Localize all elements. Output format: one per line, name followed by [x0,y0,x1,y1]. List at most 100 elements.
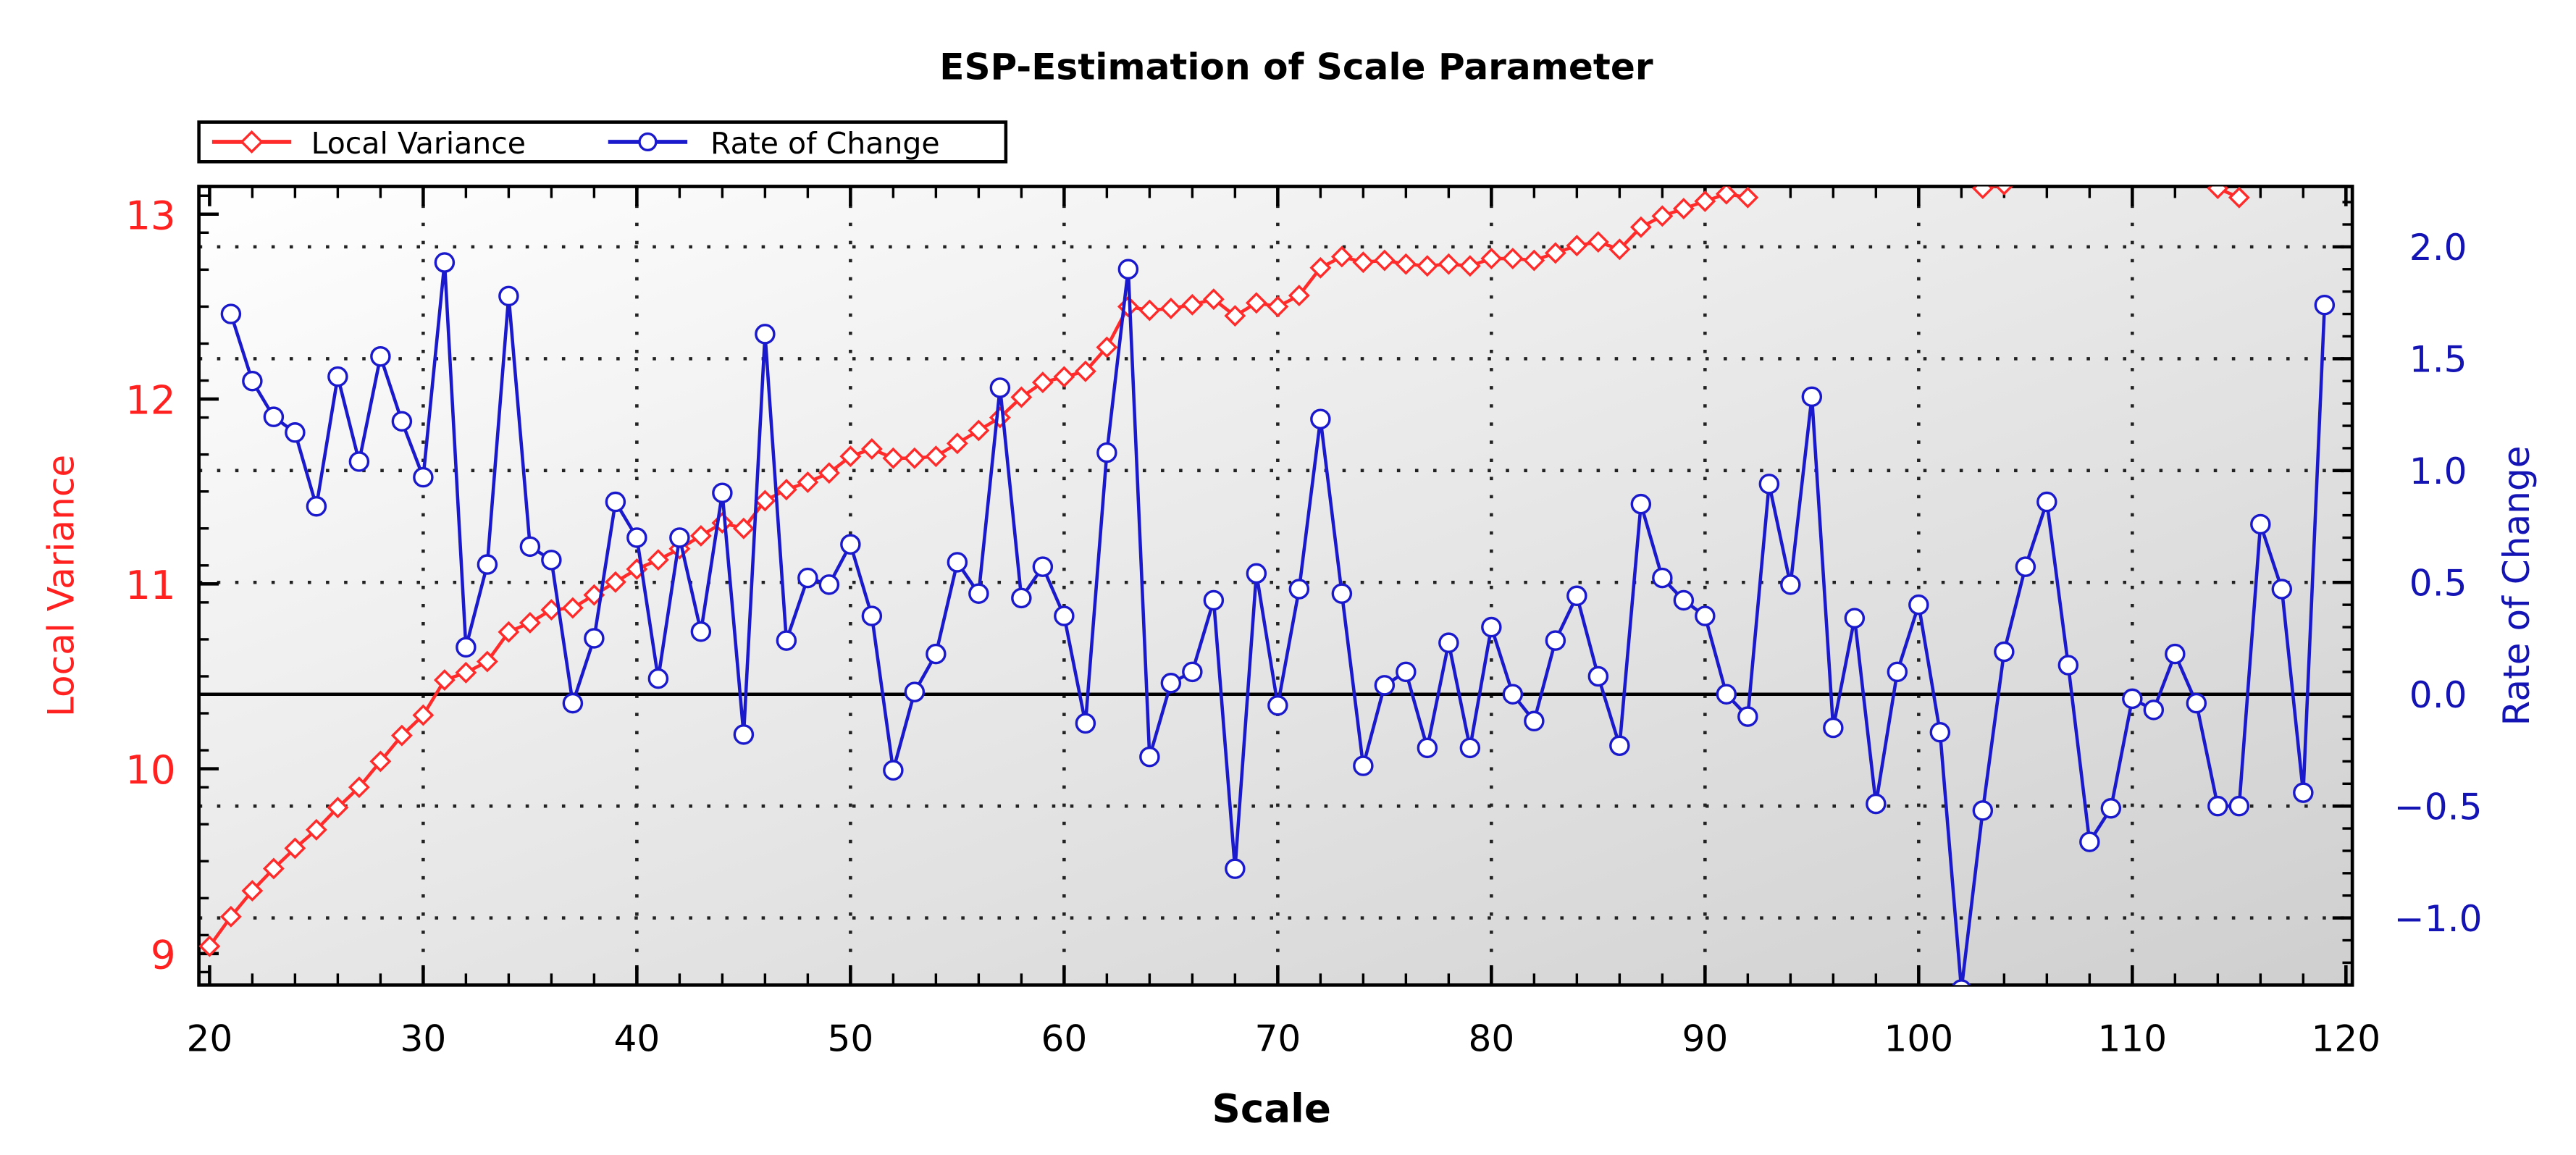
data-point-local-variance [1031,371,1054,394]
plot-frame [197,185,2354,987]
data-point-rate-of-change [883,760,904,781]
data-point-local-variance [797,471,819,493]
left-tick-label: 9 [151,931,176,978]
data-point-local-variance [1523,249,1545,272]
data-point-rate-of-change [519,536,541,558]
data-point-local-variance [1309,256,1332,279]
data-point-rate-of-change [1652,567,1673,589]
data-point-rate-of-change [1502,684,1524,705]
data-point-local-variance [476,650,498,673]
data-point-local-variance [775,479,797,501]
data-point-local-variance [689,525,712,547]
right-tick-label: 2.0 [2409,226,2467,269]
data-point-rate-of-change [1908,594,1929,616]
legend: Local Variance Rate of Change [197,120,1008,164]
data-point-local-variance [1694,190,1716,212]
left-tick-label: 11 [125,562,176,608]
data-point-rate-of-change [1566,585,1587,607]
data-point-rate-of-change [242,370,263,392]
data-point-rate-of-change [1524,710,1545,732]
data-point-rate-of-change [434,252,456,273]
data-point-local-variance [1416,255,1438,277]
data-point-rate-of-change [1011,587,1032,609]
x-tick-label: 110 [2098,1017,2168,1059]
x-tick-label: 120 [2312,1017,2381,1059]
data-point-local-variance [604,571,626,593]
data-point-local-variance [1459,255,1481,277]
data-point-rate-of-change [1481,616,1502,638]
data-point-local-variance [903,447,926,469]
data-point-rate-of-change [2122,688,2143,710]
data-point-local-variance [1202,288,1225,311]
data-point-rate-of-change [2186,692,2207,714]
data-point-rate-of-change [1716,684,1737,705]
data-point-local-variance [1053,366,1075,388]
data-point-local-variance [1994,186,2013,196]
data-point-rate-of-change [2228,795,2250,817]
data-point-local-variance [1438,253,1460,275]
data-point-local-variance [1159,298,1182,319]
data-point-rate-of-change [904,681,926,702]
legend-label-rate-of-change: Rate of Change [710,126,940,161]
data-point-rate-of-change [989,377,1011,398]
data-point-local-variance [412,704,435,726]
data-point-rate-of-change [1032,556,1054,577]
data-point-local-variance [327,797,349,819]
right-tick-label: −0.5 [2394,785,2483,828]
data-point-local-variance [1587,231,1609,253]
data-point-local-variance [1971,186,1994,199]
data-point-local-variance [1629,216,1652,238]
data-point-local-variance [348,776,370,799]
data-point-rate-of-change [1823,717,1844,739]
right-tick-label: −1.0 [2394,897,2483,940]
data-point-local-variance [946,432,968,455]
x-tick-label: 50 [827,1017,873,1059]
data-point-rate-of-change [1225,858,1246,879]
legend-label-local-variance: Local Variance [311,126,526,161]
data-point-rate-of-change [2057,655,2079,676]
data-point-rate-of-change [1844,608,1866,629]
data-point-local-variance [1224,305,1246,327]
data-point-local-variance [925,445,947,468]
data-point-local-variance [1480,248,1503,269]
data-point-rate-of-change [626,527,647,548]
data-point-local-variance [1096,336,1118,358]
data-point-local-variance [1737,186,1759,209]
data-point-rate-of-change [1182,661,1203,683]
right-tick-label: 0.0 [2409,673,2467,716]
data-point-rate-of-change [327,366,348,387]
data-point-rate-of-change [669,527,690,548]
data-point-rate-of-change [456,637,477,658]
data-point-local-variance [2228,186,2250,209]
data-point-local-variance [455,661,477,684]
data-point-rate-of-change [1160,673,1182,694]
data-point-rate-of-change [1267,694,1288,716]
data-point-local-variance [860,438,883,460]
data-point-rate-of-change [348,451,370,472]
data-point-local-variance [647,549,669,571]
data-point-local-variance [1330,245,1353,268]
data-point-local-variance [1566,235,1588,257]
x-tick-label: 70 [1254,1017,1301,1059]
data-point-rate-of-change [2250,513,2271,535]
data-point-rate-of-change [647,668,669,689]
data-point-rate-of-change [1288,579,1310,600]
data-point-rate-of-change [2036,491,2057,513]
data-point-rate-of-change [1374,675,1396,696]
data-point-local-variance [882,447,905,469]
data-point-rate-of-change [1801,386,1823,408]
left-tick-label: 13 [125,192,176,238]
data-point-local-variance [818,462,840,484]
data-point-rate-of-change [1396,661,1417,683]
data-point-rate-of-change [1331,583,1353,604]
left-tick-label: 12 [125,377,176,424]
data-point-rate-of-change [1075,713,1096,734]
data-point-rate-of-change [1203,589,1225,611]
x-tick-label: 60 [1041,1017,1087,1059]
left-axis-label: Local Variance [39,455,82,717]
data-point-rate-of-change [1545,630,1566,651]
data-point-local-variance [839,445,862,468]
right-tick-label: 0.5 [2409,561,2467,604]
data-point-local-variance [1544,242,1566,264]
